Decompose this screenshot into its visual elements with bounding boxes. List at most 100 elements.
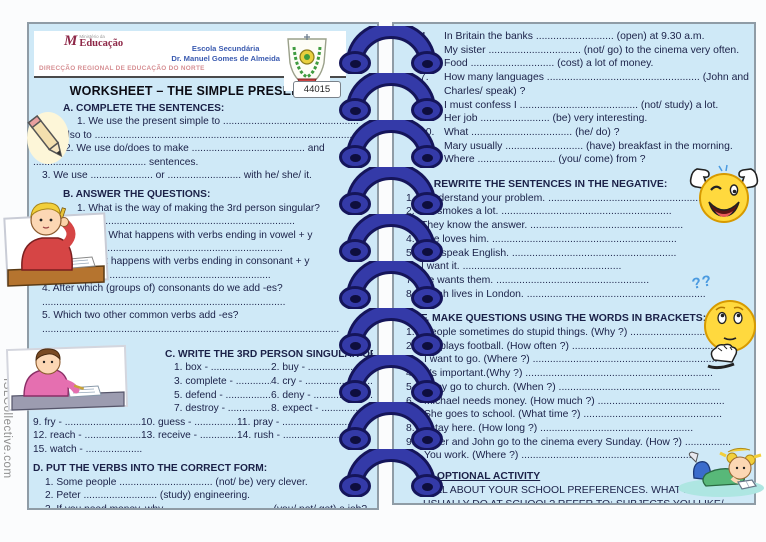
item-number: 5. bbox=[406, 247, 415, 259]
section-d-line: 2. Peter .......................... (stu… bbox=[45, 490, 250, 502]
exercise-item: 8. I stay here. (How long ?) ...........… bbox=[404, 422, 750, 436]
spiral-ring-icon bbox=[339, 68, 445, 122]
exercise-item: 6. I want it. ..........................… bbox=[404, 260, 750, 274]
section-c-verb-grid-wide: 9. fry - ............................ 10… bbox=[33, 416, 373, 443]
exercise-item: 2. He smokes a lot. ....................… bbox=[404, 205, 750, 219]
exercise-item: 8. I must confess I ....................… bbox=[404, 99, 750, 113]
item-text: Where ........................... (you/ … bbox=[444, 154, 646, 166]
section-b-line: 4. After which (groups of) consonants do… bbox=[42, 283, 283, 295]
section-d-line: 1. Some people .........................… bbox=[45, 476, 308, 488]
exercise-item: 1. People sometimes do stupid things. (W… bbox=[404, 326, 750, 340]
exercise-item: 6. Food ............................. (c… bbox=[404, 57, 750, 71]
item-text: My sister ..............................… bbox=[444, 44, 740, 56]
pencil-icon bbox=[25, 108, 71, 173]
item-text: You speak English. .....................… bbox=[421, 247, 677, 259]
spiral-ring-icon bbox=[339, 21, 445, 75]
section-b-line: ........................................… bbox=[42, 323, 340, 335]
spiral-ring-icon bbox=[339, 303, 445, 357]
section-d-line: 3. If you need money, why ..............… bbox=[45, 503, 367, 510]
exercise-item: 5. You speak English. ..................… bbox=[404, 247, 750, 261]
item-number: 1. bbox=[406, 192, 415, 204]
item-text: He plays football. (How often ?) .......… bbox=[424, 340, 720, 352]
thinking-boy-clipart bbox=[0, 186, 112, 295]
verb-cell: 5. defend - ........................ bbox=[174, 389, 271, 401]
section-b-line: 2. What happens with verbs ending in vow… bbox=[97, 229, 313, 241]
ministry-logo-glyph: M bbox=[64, 33, 78, 49]
item-text: She goes to school. (What time ?) ......… bbox=[424, 409, 722, 421]
school-name-line1: Escola Secundária bbox=[191, 44, 260, 53]
exercise-item: 2. He plays football. (How often ?) ....… bbox=[404, 340, 750, 354]
item-text: I understand your problem. .............… bbox=[421, 192, 742, 204]
section-c-heading: C. WRITE THE 3RD PERSON SINGULAR OF THE … bbox=[165, 348, 373, 360]
item-text: It's important.(Why ?) .................… bbox=[424, 368, 713, 380]
verb-cell: 13. receive - ...................... bbox=[141, 430, 237, 442]
item-number: 2. bbox=[406, 340, 415, 352]
section-a-heading: A. COMPLETE THE SENTENCES: bbox=[63, 103, 225, 114]
section-b-line: ........................................… bbox=[42, 296, 286, 308]
section-g: G. OPTIONAL ACTIVITY TELL ABOUT YOUR SCH… bbox=[423, 470, 750, 505]
exercise-item: 1. I understand your problem. ..........… bbox=[404, 192, 750, 206]
ministry-logo-icon: M Ministério da Educação bbox=[64, 33, 124, 49]
item-text: Sarah lives in London. .................… bbox=[421, 288, 706, 300]
exercise-item: 11. Mary usually .......................… bbox=[404, 140, 750, 154]
item-text: Food ............................. (cost… bbox=[444, 58, 654, 70]
reading-girl-clipart bbox=[676, 438, 766, 505]
item-text: In Britain the banks ...................… bbox=[444, 31, 705, 42]
exercise-item: 5. They go to church. (When ?) .........… bbox=[404, 381, 750, 395]
item-text: Her job ........................ (be) ve… bbox=[444, 113, 648, 125]
section-a-line: ........................................… bbox=[33, 156, 199, 168]
item-text: He wants them. .........................… bbox=[421, 274, 650, 286]
verb-cell: 4. cry - .............................. bbox=[271, 375, 373, 387]
exercise-item: 4. She loves him. ......................… bbox=[404, 233, 750, 247]
ministry-name: Educação bbox=[79, 38, 124, 49]
item-text: How many languages .....................… bbox=[444, 72, 749, 97]
school-code-badge: 44015 bbox=[293, 81, 341, 98]
section-d-continued: 4. In Britain the banks ................… bbox=[404, 30, 750, 167]
item-text: She loves him. .........................… bbox=[421, 233, 677, 245]
wink-thumbs-up-smiley-icon bbox=[689, 160, 759, 231]
item-text: What ...................................… bbox=[444, 126, 620, 138]
section-c-verb-grid: 1. box - ........................... 2. … bbox=[174, 361, 373, 415]
section-e-heading: E. REWRITE THE SENTENCES IN THE NEGATIVE… bbox=[421, 179, 668, 191]
item-text: He smokes a lot. .......................… bbox=[421, 206, 672, 218]
worksheet-right-page: 4. In Britain the banks ................… bbox=[392, 22, 756, 505]
section-a-line: and also to ............................… bbox=[42, 129, 356, 141]
item-text: I must confess I .......................… bbox=[444, 99, 719, 111]
exercise-item: 7. She goes to school. (What time ?) ...… bbox=[404, 408, 750, 422]
spiral-binding bbox=[339, 21, 445, 498]
verb-cell: 1. box - ........................... bbox=[174, 362, 271, 374]
verb-cell: 6. deny - ............................ bbox=[271, 389, 373, 401]
item-text: I want it. .............................… bbox=[421, 261, 622, 273]
exercise-item: 9. Peter and John go to the cinema every… bbox=[404, 436, 750, 450]
verb-cell: 3. complete - .................... bbox=[174, 375, 271, 387]
exercise-item: 8. Sarah lives in London. ..............… bbox=[404, 288, 750, 302]
item-number: 7. bbox=[420, 72, 429, 84]
exercise-item: 5. My sister ...........................… bbox=[404, 44, 750, 58]
verb-cell: 15. watch - .................... bbox=[33, 443, 143, 455]
exercise-item: 6. Michael needs money. (How much ?) ...… bbox=[404, 395, 750, 409]
verb-cell: 14. rush - .......................... bbox=[237, 430, 357, 442]
section-g-heading: G. OPTIONAL ACTIVITY bbox=[423, 471, 541, 483]
verb-cell: 12. reach - ...................... bbox=[33, 430, 141, 442]
left-page-content: A. COMPLETE THE SENTENCES: 1. We use the… bbox=[33, 102, 373, 510]
section-b-line: 3. What happens with verbs ending in con… bbox=[73, 256, 310, 268]
school-name-line2: Dr. Manuel Gomes de Almeida bbox=[171, 53, 280, 63]
section-b-line: ........................................… bbox=[77, 216, 295, 228]
section-b-line: 5. Which two other common verbs add -es? bbox=[42, 310, 239, 322]
item-number: 8. bbox=[406, 288, 415, 300]
section-a-line: 1. We use the present simple to ........… bbox=[77, 116, 359, 128]
item-number: 8. bbox=[406, 422, 415, 434]
page-title: WORKSHEET – THE SIMPLE PRESENT bbox=[69, 84, 309, 98]
item-text: I want to go. (Where ?) ................… bbox=[424, 354, 718, 366]
item-text: People sometimes do stupid things. (Why … bbox=[424, 327, 726, 339]
section-g-text: TELL ABOUT YOUR SCHOOL PREFERENCES. WHAT… bbox=[423, 484, 724, 505]
spiral-ring-icon bbox=[339, 350, 445, 404]
spiral-ring-icon bbox=[339, 115, 445, 169]
section-d-heading: D. PUT THE VERBS INTO THE CORRECT FORM: bbox=[33, 463, 268, 475]
regional-direction-label: DIRECÇÃO REGIONAL DE EDUCAÇÃO DO NORTE bbox=[39, 65, 205, 72]
item-text: I stay here. (How long ?) ..............… bbox=[424, 422, 694, 434]
verb-cell: 11. pray - .......................... bbox=[237, 416, 356, 428]
spiral-ring-icon bbox=[339, 397, 445, 451]
item-number: 2. bbox=[406, 206, 415, 218]
verb-cell: 7. destroy - ....................... bbox=[174, 403, 271, 415]
